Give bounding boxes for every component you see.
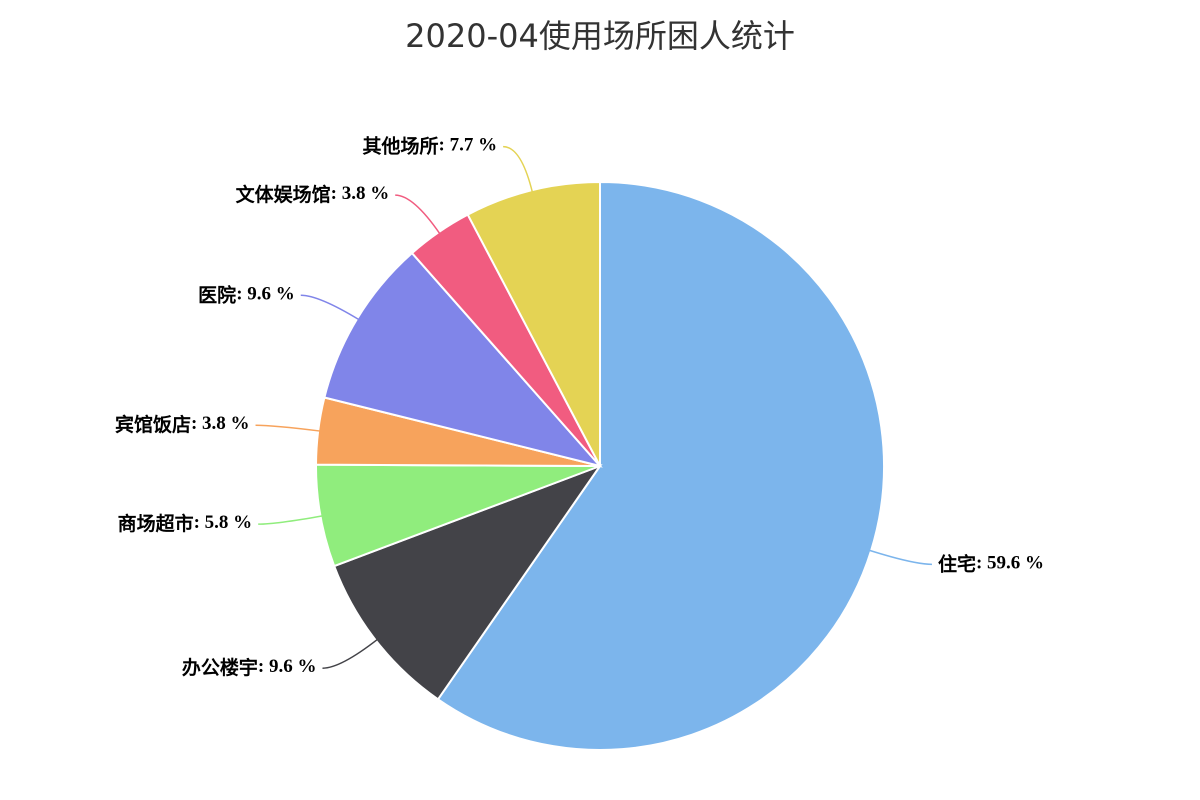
leader-line — [503, 145, 534, 193]
data-label: 住宅: 59.6 % — [938, 552, 1044, 575]
label-value: : 7.7 % — [439, 135, 498, 156]
label-value: : 9.6 % — [258, 657, 317, 678]
label-name: 文体娱场馆 — [236, 183, 331, 206]
label-name: 住宅 — [938, 552, 976, 575]
data-label: 办公楼宇: 9.6 % — [182, 656, 317, 679]
leader-line — [322, 638, 379, 669]
leader-line — [868, 549, 932, 566]
leader-line — [255, 424, 321, 432]
leader-line — [300, 294, 360, 321]
data-label: 宾馆饭店: 3.8 % — [115, 413, 250, 436]
label-value: : 3.8 % — [191, 414, 250, 435]
label-value: : 5.8 % — [194, 513, 253, 534]
label-value: : 59.6 % — [976, 553, 1044, 574]
data-label: 其他场所: 7.7 % — [363, 134, 498, 157]
data-label: 文体娱场馆: 3.8 % — [236, 183, 390, 206]
label-name: 其他场所 — [363, 134, 439, 157]
label-name: 办公楼宇 — [182, 656, 258, 679]
label-value: : 9.6 % — [236, 284, 295, 305]
label-name: 宾馆饭店 — [115, 413, 191, 436]
data-label: 医院: 9.6 % — [198, 283, 295, 306]
data-label: 商场超市: 5.8 % — [118, 512, 253, 535]
label-name: 医院 — [198, 283, 236, 306]
label-value: : 3.8 % — [331, 184, 390, 205]
chart-title: 2020-04使用场所困人统计 — [405, 17, 795, 55]
leader-line — [258, 515, 323, 525]
label-name: 商场超市 — [118, 512, 194, 535]
leader-line — [395, 194, 441, 235]
